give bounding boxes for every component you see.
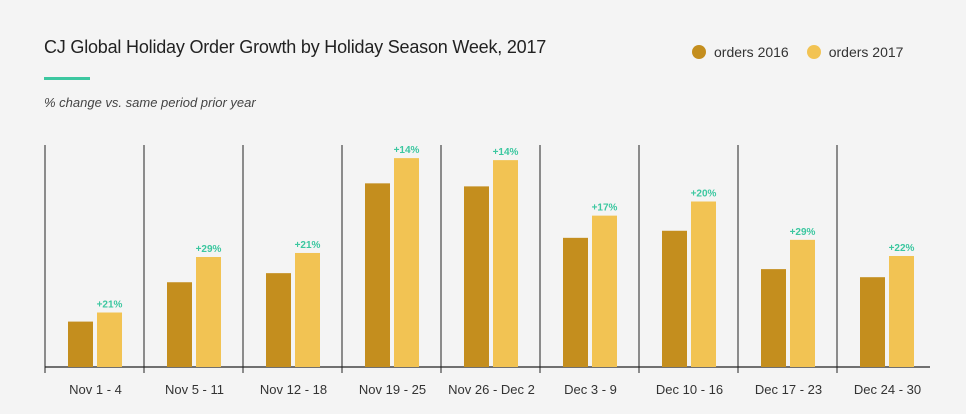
chart-title: CJ Global Holiday Order Growth by Holida…	[44, 37, 547, 57]
bar-2017-3	[295, 252, 320, 367]
bar-2017-1	[97, 312, 122, 367]
x-tick-label: Dec 10 - 16	[656, 382, 723, 397]
legend-swatch-2017	[806, 45, 821, 59]
growth-annotation: +29%	[790, 227, 816, 238]
legend-label-2016: orders 2016	[714, 44, 789, 60]
legend-item-2016: orders 2016	[692, 44, 789, 60]
bar-2016-8	[761, 269, 786, 367]
bar-2016-9	[860, 277, 885, 367]
bar-2017-8	[790, 239, 815, 367]
growth-annotation: +22%	[889, 243, 915, 254]
bar-2016-4	[365, 183, 390, 367]
x-tick-label: Dec 24 - 30	[854, 382, 921, 397]
legend-label-2017: orders 2017	[828, 44, 904, 60]
bar-2016-3	[266, 273, 291, 367]
legend-item-2017: orders 2017	[806, 44, 904, 60]
x-tick-label: Nov 12 - 18	[260, 382, 327, 397]
bar-2016-2	[167, 282, 192, 367]
legend-swatch-2016	[692, 45, 706, 59]
growth-annotation: +14%	[493, 147, 519, 158]
growth-annotation: +29%	[196, 244, 222, 255]
bar-2016-5	[464, 186, 489, 367]
bar-2017-4	[394, 158, 419, 367]
growth-annotation: +21%	[295, 240, 321, 251]
bar-2016-6	[563, 237, 588, 367]
bar-2016-7	[662, 230, 687, 367]
x-tick-label: Dec 3 - 9	[564, 382, 617, 397]
growth-annotation: +21%	[97, 300, 123, 311]
bar-2017-5	[493, 160, 518, 367]
x-tick-label: Dec 17 - 23	[755, 382, 822, 397]
x-tick-label: Nov 26 - Dec 2	[448, 382, 535, 397]
growth-annotation: +14%	[394, 145, 420, 156]
bar-2017-6	[592, 215, 617, 367]
bar-2017-7	[691, 201, 716, 367]
x-tick-label: Nov 19 - 25	[359, 382, 426, 397]
bar-2017-2	[196, 257, 221, 367]
x-tick-label: Nov 5 - 11	[165, 382, 224, 397]
growth-annotation: +17%	[592, 203, 618, 214]
title-underline	[44, 77, 90, 80]
bar-2017-9	[889, 256, 914, 367]
chart-legend: orders 2016 orders 2017	[692, 44, 921, 60]
bar-2016-1	[68, 321, 93, 367]
growth-annotation: +20%	[691, 189, 717, 200]
chart-subtitle: % change vs. same period prior year	[44, 95, 256, 110]
x-tick-label: Nov 1 - 4	[69, 382, 122, 397]
